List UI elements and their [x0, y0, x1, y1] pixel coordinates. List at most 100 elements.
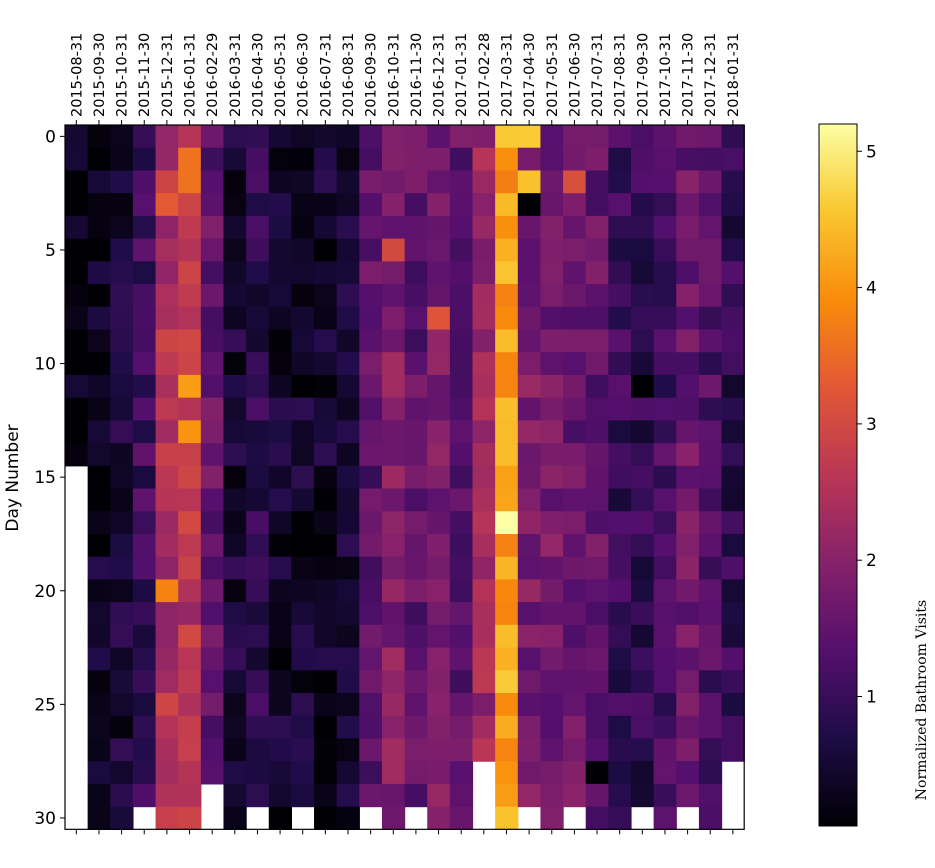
heatmap-cell: [540, 443, 564, 467]
heatmap-cell: [178, 670, 202, 694]
heatmap-cell: [517, 511, 542, 535]
heatmap-cell: [132, 193, 157, 217]
heatmap-cell: [132, 602, 157, 626]
heatmap-cell: [427, 193, 451, 217]
heatmap-cell: [110, 602, 134, 626]
heatmap-cell: [291, 579, 315, 603]
heatmap-cell: [246, 511, 270, 535]
heatmap-cell: [155, 556, 179, 580]
heatmap-cell: [585, 511, 609, 535]
heatmap-cell: [585, 170, 609, 194]
heatmap-cell: [223, 670, 247, 694]
heatmap-cell: [178, 624, 202, 649]
heatmap-cell: [540, 783, 564, 808]
heatmap-cell: [314, 329, 338, 353]
heatmap-cell: [721, 465, 745, 490]
heatmap-cell: [631, 738, 655, 762]
heatmap-cell: [585, 215, 609, 240]
heatmap-cell: [336, 397, 360, 421]
heatmap-cell: [540, 329, 564, 353]
heatmap-cell: [449, 443, 474, 467]
heatmap-cell: [495, 215, 519, 240]
heatmap-cell: [268, 193, 292, 217]
heatmap-cell: [676, 193, 700, 217]
heatmap-cell: [404, 193, 428, 217]
heatmap-cell: [631, 647, 655, 671]
heatmap-cell: [132, 556, 157, 580]
heatmap-cell: [223, 238, 247, 262]
heatmap-cell: [698, 170, 723, 194]
heatmap-cell: [721, 602, 745, 626]
heatmap-cell: [721, 488, 745, 512]
heatmap-cell: [223, 533, 247, 558]
heatmap-cell: [200, 602, 225, 626]
heatmap-cell: [721, 170, 745, 194]
heatmap-cell: [87, 602, 111, 626]
heatmap-cell: [87, 533, 111, 558]
heatmap-cell: [178, 579, 202, 603]
heatmap-cell: [563, 488, 587, 512]
heatmap-cell: [155, 397, 179, 421]
heatmap-cell: [314, 693, 338, 717]
heatmap-cell: [721, 238, 745, 262]
heatmap-cell: [291, 215, 315, 240]
heatmap-cell: [653, 443, 677, 467]
heatmap-cell: [110, 170, 134, 194]
heatmap-cell: [268, 170, 292, 194]
heatmap-cell: [676, 715, 700, 740]
heatmap-cell: [495, 533, 519, 558]
heatmap-cell: [110, 329, 134, 353]
heatmap-cell: [381, 147, 406, 172]
heatmap-cell: [495, 261, 519, 285]
heatmap-cell: [359, 511, 383, 535]
heatmap-cell: [585, 352, 609, 376]
heatmap-cell: [721, 306, 745, 331]
heatmap-cell: [381, 533, 406, 558]
heatmap-cell: [178, 284, 202, 308]
heatmap-cell: [246, 738, 270, 762]
heatmap-cell: [472, 579, 496, 603]
heatmap-cell: [449, 420, 474, 444]
heatmap-cell: [314, 147, 338, 172]
heatmap-cell: [314, 193, 338, 217]
heatmap-cell: [359, 397, 383, 421]
heatmap-cell: [517, 693, 542, 717]
heatmap-cell: [246, 125, 270, 149]
heatmap-cell: [517, 465, 542, 490]
heatmap-cell: [178, 215, 202, 240]
heatmap-cell: [314, 397, 338, 421]
heatmap-cell: [200, 284, 225, 308]
heatmap-cell: [427, 284, 451, 308]
heatmap-cell: [246, 624, 270, 649]
heatmap-cell: [110, 125, 134, 149]
heatmap-cell: [517, 738, 542, 762]
heatmap-cell: [653, 602, 677, 626]
heatmap-cell: [200, 624, 225, 649]
heatmap-cell: [563, 238, 587, 262]
heatmap-cell: [359, 783, 383, 808]
heatmap-cell: [517, 420, 542, 444]
heatmap-cell: [155, 647, 179, 671]
heatmap-cell: [268, 693, 292, 717]
heatmap-cell: [291, 193, 315, 217]
heatmap-cell: [291, 397, 315, 421]
heatmap-cell: [472, 715, 496, 740]
heatmap-cell: [200, 738, 225, 762]
heatmap-cell: [291, 238, 315, 262]
heatmap-cell: [223, 193, 247, 217]
heatmap-cell: [65, 170, 89, 194]
heatmap-cell: [472, 602, 496, 626]
heatmap-cell: [472, 329, 496, 353]
heatmap-cell: [87, 329, 111, 353]
heatmap-cell: [472, 533, 496, 558]
heatmap-cell: [381, 670, 406, 694]
heatmap-cell: [132, 329, 157, 353]
heatmap-cell: [336, 738, 360, 762]
column-tick-label: 2015-12-31: [160, 33, 176, 117]
heatmap-cell: [631, 443, 655, 467]
heatmap-cell: [178, 693, 202, 717]
heatmap-cell: [721, 284, 745, 308]
heatmap-cell: [246, 761, 270, 785]
heatmap-cell: [653, 374, 677, 399]
heatmap-cell: [110, 465, 134, 490]
